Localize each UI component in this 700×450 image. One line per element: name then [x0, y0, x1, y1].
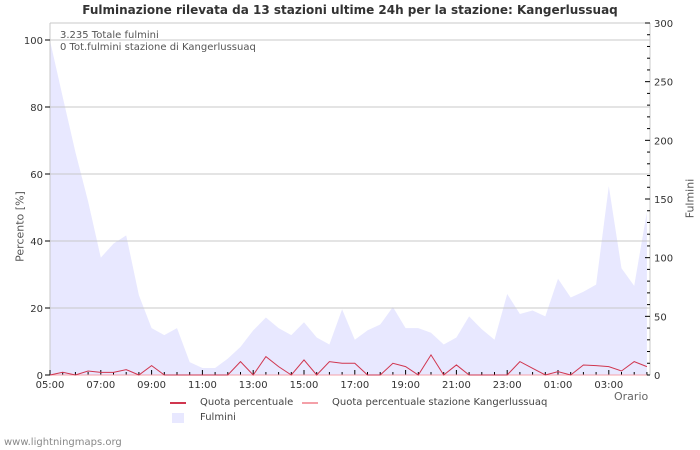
- svg-text:03:00: 03:00: [594, 380, 623, 391]
- svg-text:80: 80: [30, 103, 43, 114]
- legend-area-icon: [172, 412, 184, 423]
- svg-text:300: 300: [654, 19, 673, 30]
- svg-text:0: 0: [654, 371, 660, 382]
- legend-label: Quota percentuale stazione Kangerlussuaq: [332, 397, 548, 408]
- legend-line-icon: [170, 401, 186, 404]
- chart-title: Fulminazione rilevata da 13 stazioni ult…: [82, 3, 618, 17]
- svg-text:40: 40: [30, 237, 43, 248]
- svg-text:21:00: 21:00: [442, 380, 471, 391]
- legend-quota: Quota percentuale: [170, 397, 293, 408]
- svg-text:09:00: 09:00: [137, 380, 166, 391]
- svg-text:250: 250: [654, 78, 673, 89]
- svg-text:23:00: 23:00: [493, 380, 522, 391]
- legend-line-icon: [302, 401, 318, 404]
- svg-text:60: 60: [30, 170, 43, 181]
- legend-label: Quota percentuale: [200, 397, 294, 408]
- legend-label: Fulmini: [200, 412, 236, 423]
- svg-text:07:00: 07:00: [86, 380, 115, 391]
- svg-text:13:00: 13:00: [239, 380, 268, 391]
- svg-text:0: 0: [37, 371, 43, 382]
- svg-text:15:00: 15:00: [290, 380, 319, 391]
- right-axis-label: Fulmini: [683, 178, 697, 219]
- station-strikes-label: 0 Tot.fulmini stazione di Kangerlussuaq: [60, 42, 256, 53]
- svg-text:17:00: 17:00: [340, 380, 369, 391]
- svg-text:11:00: 11:00: [188, 380, 217, 391]
- x-axis-label: Orario: [614, 390, 649, 403]
- svg-text:200: 200: [654, 136, 673, 147]
- svg-text:100: 100: [654, 254, 673, 265]
- svg-text:01:00: 01:00: [544, 380, 573, 391]
- total-strikes-label: 3.235 Totale fulmini: [60, 30, 159, 41]
- svg-text:100: 100: [24, 36, 43, 47]
- svg-text:50: 50: [654, 312, 667, 323]
- footer-url: www.lightningmaps.org: [4, 437, 122, 448]
- legend-quota-station: Quota percentuale stazione Kangerlussuaq: [302, 397, 547, 408]
- svg-text:20: 20: [30, 304, 43, 315]
- left-axis-label: Percento [%]: [13, 191, 27, 262]
- legend-fulmini: Fulmini: [170, 412, 236, 423]
- svg-text:150: 150: [654, 195, 673, 206]
- svg-text:19:00: 19:00: [391, 380, 420, 391]
- svg-text:05:00: 05:00: [36, 380, 65, 391]
